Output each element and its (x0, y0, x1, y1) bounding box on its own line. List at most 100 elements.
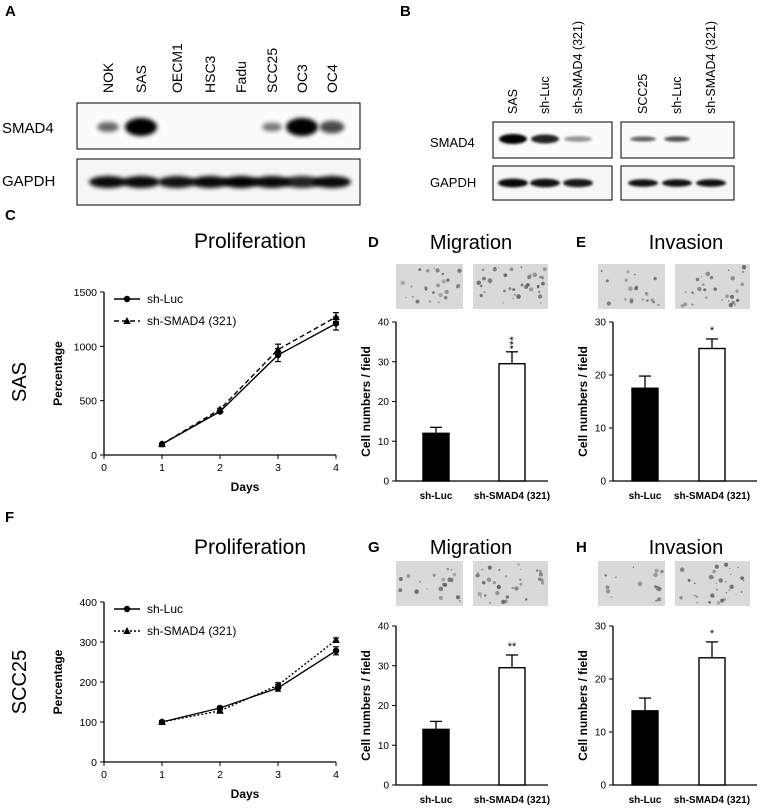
micrograph-cell (424, 286, 428, 290)
micrograph-cell (623, 297, 627, 301)
micrograph-cell (540, 302, 542, 304)
blot-a-lane-label: SAS (133, 65, 149, 93)
panel-letter-h: H (576, 539, 587, 556)
series-line (161, 639, 337, 723)
row-label-scc25: SCC25 (9, 650, 31, 714)
micrograph-cell (652, 300, 656, 304)
micrograph-cell (514, 586, 519, 591)
micrograph-cell (729, 584, 734, 589)
blot-b-band (498, 178, 528, 188)
micrograph-cell (501, 599, 506, 605)
blot-a-smad4-band (97, 121, 119, 133)
micrograph-cell (411, 295, 414, 298)
blot-b-lane-label: sh-Luc (670, 76, 684, 114)
micrograph-cell (495, 590, 500, 596)
blot-b-band (563, 178, 593, 188)
series-line (161, 322, 337, 445)
micrograph-cell (606, 301, 611, 306)
micrograph-cell (646, 299, 649, 302)
micrograph-cell (712, 569, 716, 574)
y-tick-label: 100 (79, 717, 97, 729)
micrograph-cell (537, 294, 543, 299)
x-category-label: sh-Luc (420, 795, 453, 806)
micrograph-cell (737, 566, 739, 569)
micrograph-cell (610, 595, 613, 598)
micrograph-cell (604, 574, 608, 577)
micrograph-cell (497, 267, 500, 269)
blot-a-lane-label: SCC25 (264, 48, 280, 93)
micrograph-cell (541, 281, 545, 286)
micrograph-cell (680, 304, 685, 308)
legend-marker (123, 627, 131, 634)
chart-title: Invasion (649, 537, 724, 559)
micrograph-cell (657, 587, 662, 592)
x-tick-label: 0 (101, 462, 107, 474)
blot-b-lane-label: sh-SMAD4 (321) (704, 21, 718, 114)
micrograph-cell (532, 272, 538, 278)
blot-a-lane-labels: NOK SAS OECM1 HSC3 Fadu SCC25 OC3 OC4 (100, 43, 340, 93)
blot-b-row-label-smad4: SMAD4 (430, 135, 475, 150)
micrograph-cell (629, 298, 634, 302)
y-tick-label: 30 (595, 318, 607, 329)
blot-a-smad4-band (262, 122, 282, 132)
micrograph-cell (529, 287, 534, 292)
blot-a-smad4-band (125, 118, 157, 136)
micrograph-cell (705, 271, 711, 277)
micrograph-cell (520, 266, 523, 269)
y-tick-label: 300 (79, 637, 97, 649)
micrograph-cell (487, 565, 492, 570)
panel-letter-c: C (5, 207, 16, 224)
micrograph-cell (715, 588, 719, 591)
micrograph-cell (708, 574, 714, 580)
micrograph-cell (418, 268, 422, 271)
chart-title: Invasion (649, 232, 724, 254)
micrograph-cell (511, 586, 514, 590)
significance-marker: ** (508, 641, 517, 653)
micrograph-cell (516, 294, 521, 299)
micrograph-cell (696, 601, 698, 604)
micrograph-cell (486, 577, 492, 583)
blot-a-row-label-gapdh: GAPDH (2, 173, 55, 190)
y-tick-label: 1500 (74, 287, 98, 299)
micrograph-image (473, 561, 548, 606)
row-label-sas: SAS (9, 362, 31, 402)
micrograph-cell (517, 563, 520, 566)
blot-b-lane-label: sh-Luc (538, 76, 552, 114)
blot-b-band (628, 179, 658, 187)
chart-d-migration: Migration 0 10 20 30 40 Cell numbers / field sh… (359, 232, 550, 502)
micrograph-cell (446, 278, 450, 282)
micrograph-cell (426, 588, 428, 590)
micrograph-cell (653, 572, 658, 578)
micrograph-cell (654, 568, 659, 573)
blot-a-bands (89, 118, 351, 188)
significance-marker: * (710, 628, 715, 640)
micrograph-cell (482, 276, 486, 281)
micrograph-cell (481, 568, 484, 571)
micrograph-cell (708, 601, 711, 604)
x-axis-label: Days (231, 787, 260, 801)
y-tick-label: 10 (378, 437, 390, 448)
significance-marker: *** (508, 336, 520, 350)
blot-a-smad4-band (319, 120, 345, 134)
legend-label: sh-SMAD4 (321) (147, 624, 236, 638)
x-tick-label: 4 (333, 769, 339, 781)
bar (422, 432, 450, 482)
micrograph-cell (444, 296, 448, 300)
chart-c-proliferation: Proliferation 0 1 2 3 4 0 500 1000 1500 Days Percen… (51, 230, 340, 494)
micrograph-cell (693, 582, 696, 585)
micrograph-cell (527, 275, 532, 280)
y-tick-label: 40 (378, 318, 390, 329)
micrograph-cell (452, 572, 457, 577)
micrograph-cell (740, 576, 743, 580)
legend-label: sh-SMAD4 (321) (147, 314, 236, 328)
micrograph-cell (451, 580, 454, 583)
micrograph-cell (476, 280, 482, 285)
y-tick-label: 0 (91, 757, 97, 769)
chart-f-proliferation: Proliferation 0 1 2 3 4 0 100 200 300 400 Days Perce… (51, 536, 340, 801)
data-point (274, 345, 282, 353)
micrograph-cell (540, 578, 544, 582)
micrograph-cell (605, 589, 611, 594)
y-axis-label: Cell numbers / field (359, 650, 373, 761)
micrograph-cell (444, 289, 449, 294)
